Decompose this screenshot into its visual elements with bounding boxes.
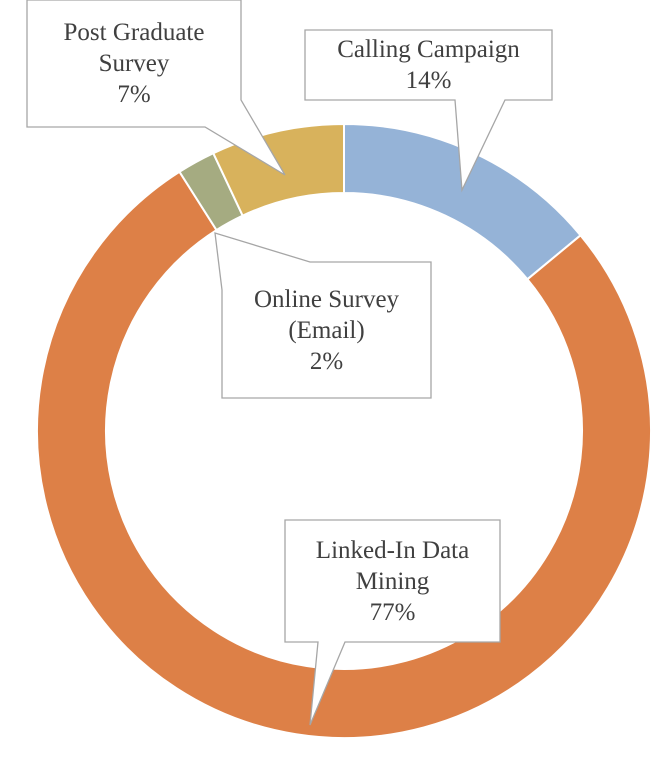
callout-box — [284, 519, 501, 726]
label-value: 7% — [117, 81, 151, 108]
label-value: 77% — [369, 598, 416, 626]
label-value: 14% — [405, 67, 452, 94]
data-label: Calling Campaign 14% — [311, 30, 546, 100]
data-label: Post Graduate Survey 7% — [33, 0, 235, 127]
callout-box — [26, 0, 286, 176]
label-category: Calling Campaign — [337, 36, 520, 63]
data-label: Linked-In Data Mining 77% — [291, 520, 494, 642]
callout-box — [304, 29, 553, 193]
label-category: Post Graduate Survey — [63, 19, 205, 77]
label-category: Linked-In Data Mining — [315, 536, 470, 595]
donut-segment — [36, 170, 652, 739]
callout-box — [214, 232, 432, 399]
label-category: Online Survey (Email) — [253, 285, 400, 344]
label-value: 2% — [309, 347, 344, 375]
data-label: Online Survey (Email) 2% — [228, 262, 425, 398]
